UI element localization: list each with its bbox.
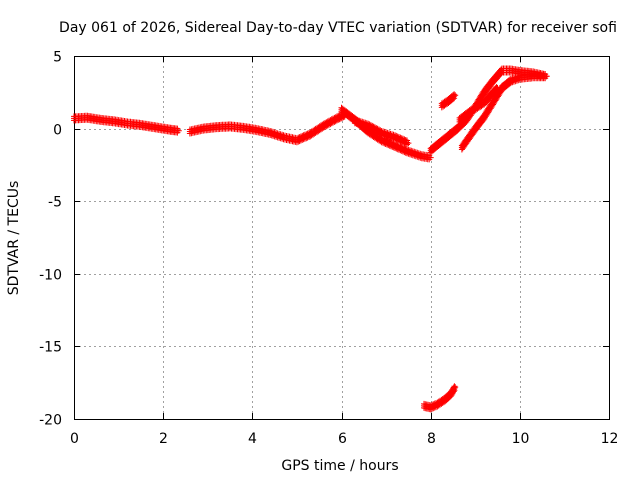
data-series: [421, 383, 459, 413]
data-point: [328, 120, 335, 127]
data-point: [335, 116, 342, 123]
data-point: [494, 84, 501, 91]
y-axis-label: SDTVAR / TECUs: [6, 181, 22, 296]
data-point: [175, 127, 182, 134]
data-point: [450, 388, 457, 395]
data-point: [451, 387, 458, 394]
data-series: [186, 109, 349, 146]
x-tick-label: 12: [601, 431, 619, 447]
data-point: [332, 118, 339, 125]
data-series: [71, 112, 182, 136]
data-point: [303, 135, 310, 142]
y-tick-labels: 5 0 -5 -10 -15 -20: [39, 50, 62, 429]
data-point: [334, 117, 340, 124]
y-tick-label: -10: [39, 268, 62, 284]
x-axis-label: GPS time / hours: [281, 458, 398, 474]
data-points: [71, 65, 550, 413]
data-point: [427, 406, 434, 413]
data-point: [323, 123, 330, 130]
x-tick-label: 6: [338, 431, 347, 447]
x-tick-label: 4: [248, 431, 257, 447]
data-point: [543, 73, 550, 80]
data-point: [429, 405, 435, 412]
data-point: [405, 140, 412, 147]
data-series: [456, 84, 501, 125]
data-series: [351, 116, 412, 148]
y-tick-label: 0: [53, 123, 62, 139]
data-point: [506, 80, 513, 87]
y-tick-label: -15: [39, 340, 62, 356]
data-point: [492, 89, 499, 96]
data-point: [430, 405, 437, 412]
data-point: [299, 136, 306, 143]
grid: [74, 56, 609, 419]
data-point: [324, 122, 331, 129]
data-point: [304, 134, 311, 141]
data-point: [339, 114, 346, 121]
data-series: [438, 91, 459, 111]
data-point: [450, 96, 456, 103]
axis-ticks: [74, 56, 610, 420]
x-tick-label: 10: [512, 431, 530, 447]
x-tick-label: 0: [70, 431, 79, 447]
data-point: [404, 141, 410, 148]
y-tick-label: -20: [39, 413, 62, 429]
x-tick-label: 8: [427, 431, 436, 447]
x-tick-label: 2: [159, 431, 168, 447]
data-point: [451, 95, 458, 102]
y-tick-label: -5: [48, 195, 62, 211]
x-tick-labels: 0 2 4 6 8 10 12: [70, 431, 618, 447]
y-tick-label: 5: [53, 50, 62, 66]
data-point: [297, 137, 304, 144]
data-point: [427, 154, 434, 161]
data-point: [293, 139, 300, 146]
chart-title: Day 061 of 2026, Sidereal Day-to-day VTE…: [59, 20, 617, 36]
data-point: [452, 384, 459, 391]
data-point: [493, 88, 500, 95]
data-point: [296, 138, 303, 145]
data-point: [300, 136, 307, 143]
data-point: [330, 119, 336, 126]
data-point: [452, 92, 459, 99]
